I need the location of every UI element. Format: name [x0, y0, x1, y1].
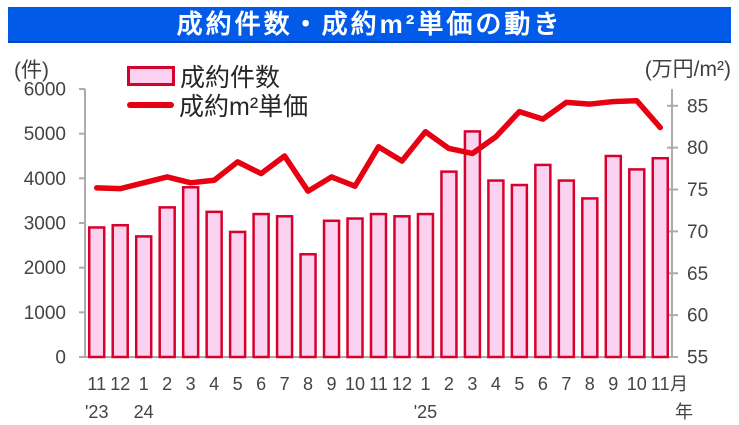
deal-count-bar — [322, 219, 341, 359]
x-axis-month-label: 9 — [608, 374, 618, 394]
deal-count-bar — [252, 212, 270, 359]
x-axis-month-label: 6 — [538, 374, 548, 394]
x-axis-month-label: 2 — [162, 374, 172, 394]
legend-item-label: 成約m²単価 — [179, 92, 309, 121]
x-axis-month-label: 11 — [369, 374, 388, 394]
left-axis-tick-label: 5000 — [24, 124, 66, 145]
deal-count-bar — [87, 226, 106, 359]
x-axis-month-label: 7 — [561, 374, 571, 394]
x-axis-year-label: '23 — [85, 402, 108, 422]
deal-count-bar — [393, 215, 411, 359]
deal-count-bar — [534, 163, 552, 359]
x-axis-month-label: 7 — [280, 374, 290, 394]
deal-count-bar — [463, 130, 482, 359]
x-axis-month-label: 5 — [514, 374, 524, 394]
deal-count-bar — [369, 212, 388, 359]
x-axis-month-label: 12 — [110, 374, 130, 394]
right-axis-tick-label: 80 — [687, 138, 708, 159]
right-axis-tick-label: 65 — [687, 264, 708, 285]
right-axis-tick-label: 75 — [687, 180, 708, 201]
x-axis-month-label: 4 — [491, 374, 501, 394]
deal-count-bar — [205, 210, 223, 359]
right-axis-tick-label: 60 — [687, 306, 708, 327]
x-axis-month-label: 11 — [651, 374, 670, 394]
left-axis-tick-label: 4000 — [24, 169, 66, 190]
deal-count-bar — [346, 217, 364, 359]
deal-count-bar — [275, 215, 294, 359]
deal-count-bar — [510, 183, 529, 359]
left-axis-tick-label: 6000 — [24, 80, 66, 101]
deal-count-bar — [416, 212, 435, 359]
deal-count-bar — [487, 179, 505, 359]
deal-count-bar — [134, 235, 153, 359]
legend: 成約件数 成約m²単価 — [127, 61, 308, 121]
x-axis-month-label: 3 — [467, 374, 477, 394]
chart-title: 成約件数・成約m²単価の動き — [176, 9, 563, 39]
right-axis-tick-label: 70 — [687, 222, 708, 243]
x-axis-month-label: 5 — [233, 374, 243, 394]
x-axis-month-label: 1 — [420, 374, 430, 394]
deal-count-bar — [651, 156, 670, 359]
deal-count-bar — [181, 186, 200, 359]
year-unit-label: 年 — [675, 402, 693, 422]
x-axis-month-label: 3 — [186, 374, 196, 394]
left-axis-unit-label: (件) — [14, 59, 49, 82]
deal-count-bar — [628, 168, 646, 359]
x-axis-month-label: 9 — [327, 374, 337, 394]
legend-item-label: 成約件数 — [180, 63, 281, 92]
x-axis-month-label: 2 — [444, 374, 454, 394]
legend-line-swatch — [127, 101, 174, 108]
x-axis-month-label: 6 — [256, 374, 266, 394]
deal-count-bar — [111, 223, 129, 359]
deal-count-bar — [299, 253, 317, 359]
right-axis-unit-label: (万円/m²) — [644, 58, 731, 81]
deal-count-bar — [604, 154, 623, 359]
x-axis-month-label: 10 — [345, 374, 365, 394]
x-axis-year-label: 24 — [134, 402, 154, 422]
left-axis-tick-label: 1000 — [24, 303, 66, 324]
left-axis-tick-label: 3000 — [24, 214, 66, 235]
right-axis-tick-label: 55 — [687, 348, 708, 369]
deal-count-bar — [440, 170, 458, 359]
unit-price-line — [93, 97, 664, 194]
right-axis-tick-label: 85 — [687, 96, 708, 117]
x-axis-month-label: 12 — [392, 374, 412, 394]
left-axis-tick-label: 2000 — [24, 258, 66, 279]
x-axis-month-label: 1 — [139, 374, 149, 394]
x-axis-month-label: 8 — [303, 374, 313, 394]
legend-item-unit-price: 成約m²単価 — [127, 90, 308, 121]
deal-count-bar — [158, 206, 176, 359]
x-axis-month-label: 10 — [627, 374, 647, 394]
left-axis-tick-label: 0 — [55, 348, 66, 369]
deal-count-bar — [228, 230, 247, 359]
x-axis-month-label: 4 — [209, 374, 219, 394]
deal-count-bar — [581, 197, 599, 359]
legend-bar-swatch — [127, 65, 175, 86]
x-axis-month-label: 8 — [585, 374, 595, 394]
x-axis-year-label: '25 — [414, 402, 437, 422]
legend-item-deal-count: 成約件数 — [127, 61, 308, 92]
deal-count-bar — [557, 179, 576, 359]
chart-title-bar: 成約件数・成約m²単価の動き — [8, 7, 731, 43]
x-axis-month-label: 11 — [87, 374, 106, 394]
month-unit-label: 月 — [670, 374, 688, 394]
